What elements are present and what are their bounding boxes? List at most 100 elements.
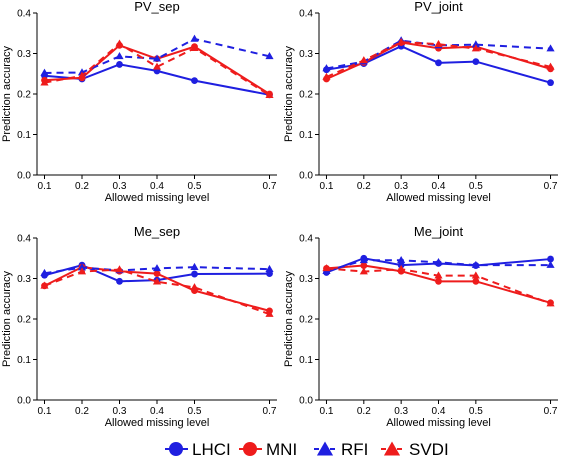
series-svdi-point bbox=[397, 264, 406, 272]
series-rfi-point bbox=[434, 258, 443, 266]
series-rfi-point bbox=[40, 68, 49, 76]
y-tick-label: 0.0 bbox=[17, 396, 31, 407]
series-svdi bbox=[322, 264, 555, 307]
series-svdi bbox=[40, 39, 274, 99]
x-tick-label: 0.2 bbox=[75, 181, 89, 192]
series-rfi-point bbox=[115, 52, 124, 60]
panel-title: Me_joint bbox=[414, 224, 464, 239]
series-svdi-point bbox=[397, 37, 406, 45]
series-lhci-point bbox=[116, 61, 123, 68]
legend-item-svdi: SVDI bbox=[381, 440, 449, 457]
y-axis-label: Prediction accuracy bbox=[1, 271, 13, 367]
series-rfi-line bbox=[44, 37, 270, 74]
y-tick-label: 0.2 bbox=[299, 90, 313, 101]
x-tick-label: 0.3 bbox=[394, 181, 408, 192]
y-tick-label: 0.1 bbox=[17, 355, 31, 366]
series-lhci-point bbox=[116, 277, 123, 285]
series-svdi-point bbox=[40, 78, 49, 86]
x-axis-label: Allowed missing level bbox=[105, 417, 210, 429]
series-svdi-point bbox=[359, 56, 368, 64]
legend-triangle-marker bbox=[316, 441, 334, 456]
y-tick-label: 0.0 bbox=[299, 171, 313, 182]
series-svdi-point bbox=[322, 264, 331, 272]
legend-circle-marker bbox=[169, 442, 183, 456]
series-rfi-point bbox=[471, 40, 480, 48]
series-rfi-point bbox=[265, 264, 274, 272]
y-tick-label: 0.0 bbox=[299, 396, 313, 407]
x-axis-label: Allowed missing level bbox=[386, 417, 491, 429]
legend: LHCI MNI RFI SVDI bbox=[165, 440, 449, 457]
y-axis-label: Prediction accuracy bbox=[283, 46, 295, 142]
x-tick-label: 0.1 bbox=[320, 406, 334, 417]
series-rfi-point bbox=[77, 263, 87, 271]
series-mni-line bbox=[326, 264, 551, 304]
x-tick-label: 0.7 bbox=[263, 406, 277, 417]
x-tick-label: 0.3 bbox=[113, 406, 127, 417]
y-tick-label: 0.4 bbox=[17, 234, 31, 245]
y-tick-label: 0.1 bbox=[299, 355, 313, 366]
series-svdi-point bbox=[359, 267, 368, 275]
y-tick-label: 0.1 bbox=[299, 130, 313, 141]
x-tick-label: 0.5 bbox=[469, 406, 483, 417]
x-tick-label: 0.3 bbox=[394, 406, 408, 417]
series-lhci-point bbox=[191, 270, 198, 278]
series-lhci-point bbox=[472, 58, 480, 65]
series-svdi-line bbox=[326, 41, 551, 78]
legend-circle-marker bbox=[243, 442, 257, 456]
series-rfi-point bbox=[152, 54, 162, 62]
x-tick-label: 0.5 bbox=[188, 406, 202, 417]
series-lhci-point bbox=[547, 255, 554, 263]
series-rfi-point bbox=[546, 44, 555, 52]
x-tick-label: 0.2 bbox=[357, 406, 371, 417]
legend-item-mni: MNI bbox=[239, 440, 297, 457]
series-mni bbox=[41, 263, 273, 315]
x-tick-label: 0.2 bbox=[357, 181, 371, 192]
x-tick-label: 0.3 bbox=[113, 181, 127, 192]
series-svdi-point bbox=[190, 43, 199, 52]
y-tick-label: 0.4 bbox=[17, 9, 31, 20]
x-tick-label: 0.4 bbox=[150, 181, 164, 192]
x-tick-label: 0.4 bbox=[432, 406, 446, 417]
y-tick-label: 0.4 bbox=[299, 9, 313, 20]
y-tick-label: 0.2 bbox=[17, 315, 31, 326]
series-svdi bbox=[322, 37, 555, 80]
series-rfi-point bbox=[397, 255, 406, 264]
x-tick-label: 0.2 bbox=[75, 406, 89, 417]
panel-me-sep: 0.0 0.1 0.2 0.3 0.4 0.1 0.2 0.3 0.4 0.5 0.7 Me_sep A… bbox=[1, 224, 277, 429]
series-svdi-point bbox=[322, 72, 331, 80]
series-mni-point bbox=[472, 277, 480, 285]
y-tick-label: 0.3 bbox=[17, 49, 31, 60]
series-lhci-point bbox=[547, 79, 554, 87]
series-mni-point bbox=[435, 277, 442, 285]
panel-pv-joint: 0.0 0.1 0.2 0.3 0.4 0.1 0.2 0.3 0.4 0.5 0.7 PV_join… bbox=[283, 0, 558, 204]
y-tick-label: 0.3 bbox=[299, 49, 313, 60]
series-mni-line bbox=[44, 44, 271, 95]
series-mni-line bbox=[326, 41, 551, 80]
series-svdi-point bbox=[546, 299, 555, 307]
x-tick-label: 0.4 bbox=[150, 406, 164, 417]
series-svdi-point bbox=[115, 265, 124, 273]
x-tick-label: 0.1 bbox=[38, 406, 52, 417]
y-tick-label: 0.0 bbox=[17, 171, 31, 182]
series-svdi-point bbox=[546, 62, 555, 70]
y-tick-label: 0.3 bbox=[299, 274, 313, 285]
series-rfi-point bbox=[546, 260, 555, 268]
series-mni-line bbox=[44, 266, 270, 312]
series-rfi-point bbox=[265, 52, 274, 60]
series-rfi-point bbox=[359, 255, 368, 264]
series-rfi-point bbox=[190, 262, 199, 270]
x-tick-label: 0.1 bbox=[38, 181, 52, 192]
series-svdi-point bbox=[265, 309, 274, 317]
y-tick-label: 0.4 bbox=[299, 234, 313, 245]
panel-title: PV_sep bbox=[134, 0, 180, 14]
series-svdi-point bbox=[434, 39, 443, 47]
series-mni-point bbox=[360, 262, 368, 269]
series-svdi-point bbox=[471, 44, 480, 52]
series-svdi-point bbox=[77, 71, 87, 79]
series-svdi-point bbox=[265, 90, 274, 99]
series-lhci-point bbox=[191, 77, 198, 85]
x-axis-label: Allowed missing level bbox=[105, 192, 210, 204]
y-tick-label: 0.2 bbox=[299, 315, 313, 326]
series-svdi-line bbox=[44, 42, 271, 97]
